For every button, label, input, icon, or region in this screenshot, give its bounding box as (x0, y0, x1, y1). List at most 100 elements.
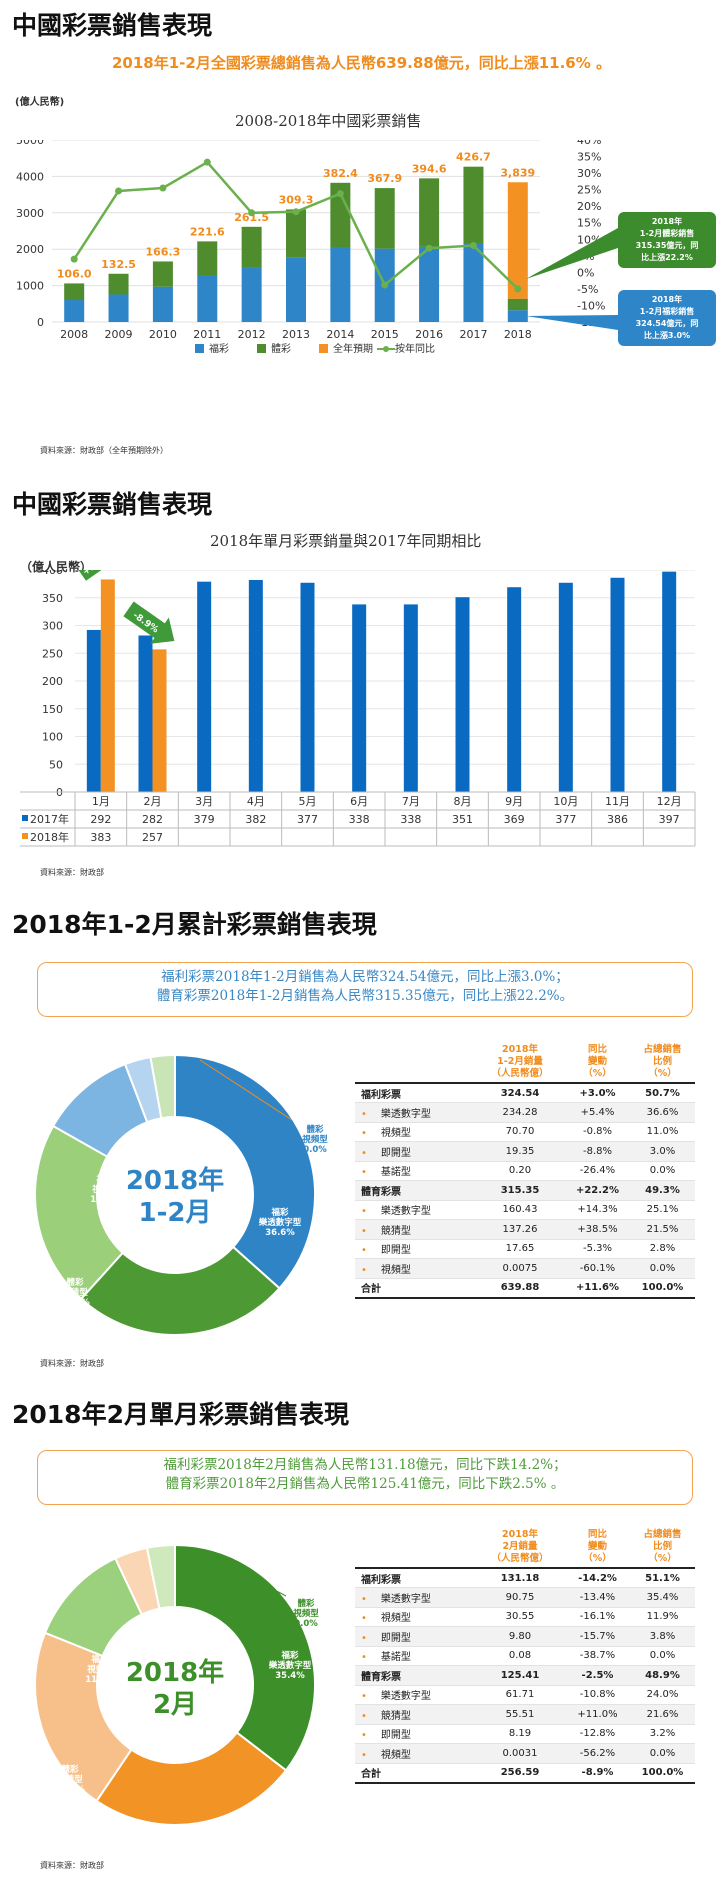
arrow-up-label: +31.4% (81, 570, 118, 578)
table-cell-value: 256.59 (475, 1762, 565, 1784)
month-label: 6月 (350, 795, 368, 808)
bar-projection (507, 182, 528, 299)
section4-highlight: 福利彩票2018年2月銷售為人民幣131.18億元，同比下跌14.2%； 體育彩… (37, 1450, 693, 1505)
row2017-value: 382 (245, 813, 266, 826)
y2-tick-label: -5% (577, 283, 598, 296)
table-cell-change: -15.7% (565, 1626, 630, 1647)
bar-welfare (507, 310, 528, 322)
row2017-value: 377 (297, 813, 318, 826)
table-cell-value: 30.55 (475, 1607, 565, 1627)
chart1-svg: 0 1000 2000 3000 4000 5000 40% 35% 30% 25% 20% 15% 1… (16, 140, 716, 355)
donut-slice-label: 0.0% (228, 1595, 252, 1605)
donut-slice-label: 體彩 (297, 1598, 315, 1609)
legend-label: 福彩 (209, 342, 229, 355)
row2017-value: 282 (142, 813, 163, 826)
donut-slice-label: 2.8% (160, 1175, 184, 1185)
bar-total-label: 367.9 (367, 172, 402, 185)
table-cell-value: 0.08 (475, 1646, 565, 1666)
table-group-row: 福利彩票 131.18 -14.2% 51.1% (355, 1568, 695, 1588)
y2-tick-label: 15% (577, 217, 601, 230)
chart1-source: 資料來源：財政部（全年預期除外） (40, 446, 168, 455)
table-cell-value: 639.88 (475, 1277, 565, 1299)
donut-slice-label: 體彩 (131, 1630, 149, 1641)
y2-tick-label: 35% (577, 151, 601, 164)
donut1-center-line1: 2018年 (125, 1166, 225, 1196)
month-label: 7月 (402, 795, 420, 808)
table-cell-share: 48.9% (630, 1665, 695, 1686)
donut-slice-label: 0.0% (303, 1145, 327, 1155)
month-label: 1月 (92, 795, 110, 808)
y-tick-label: 400 (42, 570, 63, 577)
bar-2017 (455, 597, 470, 792)
yoy-point (115, 187, 123, 195)
bar-sports (507, 298, 528, 311)
x-tick-label: 2015 (371, 328, 399, 341)
legend-swatch (257, 344, 266, 353)
month-label: 10月 (553, 795, 578, 808)
table-cell-value: 131.18 (475, 1568, 565, 1588)
table-cell-label: 視頻型 (355, 1122, 475, 1142)
callout-sports-text: 1-2月體彩銷售 (640, 228, 694, 238)
section1-title: 中國彩票銷售表現 (12, 11, 213, 40)
table-cell-value: 0.0031 (475, 1743, 565, 1764)
bar-total-label: 132.5 (101, 258, 136, 271)
month-label: 2月 (144, 795, 162, 808)
x-tick-label: 2012 (238, 328, 266, 341)
yoy-point (514, 285, 522, 293)
yoy-point (70, 255, 78, 263)
donut-slice-label: 體彩 (201, 1342, 219, 1353)
bar-welfare (197, 275, 218, 322)
bar-2017 (662, 571, 677, 792)
legend-swatch (383, 346, 389, 352)
section2-title: 中國彩票銷售表現 (12, 490, 213, 519)
donut-slice (174, 1543, 316, 1772)
table-cell-label: 體育彩票 (355, 1180, 475, 1201)
table-header-row: 2018年 1-2月銷量 （人民幣億） 同比 變動 （%） 占總銷售 比例 （%） (355, 1040, 695, 1084)
row2017-value: 369 (504, 813, 525, 826)
donut-slice-label: 競猜型 (62, 1287, 88, 1298)
x-tick-label: 2018 (504, 328, 532, 341)
bar-2018 (100, 579, 115, 792)
bar-welfare (463, 243, 484, 322)
bar-sports (64, 283, 85, 301)
donut-slice (34, 1124, 125, 1301)
table-cell-label: 視頻型 (355, 1743, 475, 1764)
row2017-value: 292 (90, 813, 111, 826)
section3-highlight: 福利彩票2018年1-2月銷售為人民幣324.54億元，同比上漲3.0%； 體育… (37, 962, 693, 1017)
table-header-cell: 2018年 2月銷量 （人民幣億） (475, 1525, 565, 1569)
bar-sports (108, 273, 129, 295)
bar-welfare (286, 257, 306, 322)
y-tick-label: 4000 (16, 170, 44, 183)
table-cell-share: 0.0% (630, 1646, 695, 1666)
table-cell-label: 基諾型 (355, 1161, 475, 1181)
donut-slice-label: 11.0% (90, 1195, 120, 1205)
yoy-point (248, 209, 256, 217)
table-cell-value: 90.75 (475, 1587, 565, 1608)
chart1-title: 2008-2018年中國彩票銷售 (235, 112, 422, 130)
donut2-center-line1: 2018年 (125, 1658, 225, 1688)
callout-sports-text: 比上漲22.2% (641, 252, 693, 262)
table-cell-value: 55.51 (475, 1704, 565, 1725)
chart1-unit: (億人民幣) (15, 97, 65, 108)
table-cell-share: 11.9% (630, 1607, 695, 1627)
section4-highlight-line1: 福利彩票2018年2月銷售為人民幣131.18億元，同比下跌14.2%； (163, 1457, 567, 1473)
donut-slice-label: 即開型 (159, 1642, 185, 1653)
bar-total-label: 261.5 (234, 211, 269, 224)
bar-sports (374, 188, 395, 249)
donut-slice-label: 競猜型 (57, 1774, 83, 1785)
table-cell-change: -2.5% (565, 1665, 630, 1686)
table-cell-label: 福利彩票 (355, 1083, 475, 1103)
callout-sports-text: 2018年 (652, 216, 682, 226)
table-cell-label: 即開型 (355, 1626, 475, 1647)
donut-slice (174, 1053, 316, 1290)
table-total-row: 合計 639.88 +11.6% 100.0% (355, 1277, 695, 1299)
bar-2017 (138, 635, 153, 792)
month-label: 5月 (299, 795, 317, 808)
donut-slice-label: 福彩 (270, 1207, 289, 1218)
table-cell-value: 324.54 (475, 1083, 565, 1103)
chart2-title: 2018年單月彩票銷量與2017年同期相比 (210, 532, 482, 550)
table-cell-value: 8.19 (475, 1724, 565, 1744)
